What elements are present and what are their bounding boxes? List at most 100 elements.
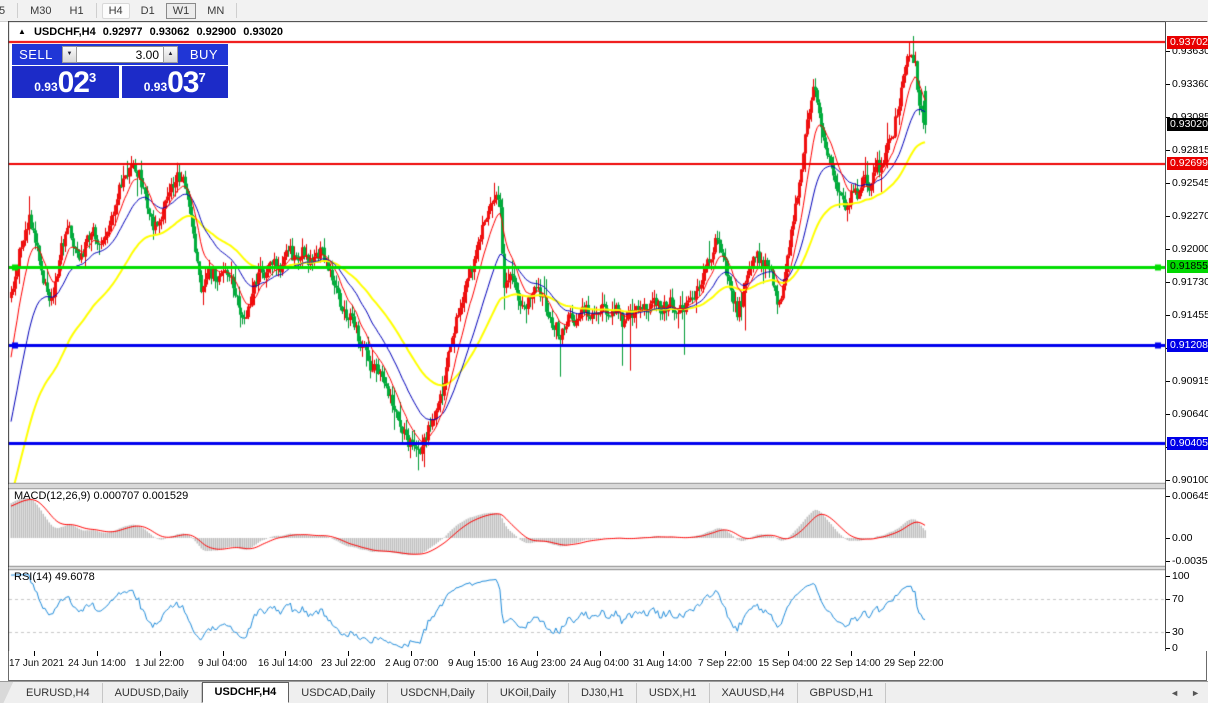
price-tick-label: 0.91730 xyxy=(1172,276,1208,288)
sell-price-prefix: 0.93 xyxy=(34,80,58,94)
time-tick-mark xyxy=(34,651,35,656)
time-tick-mark xyxy=(160,651,161,656)
macd-label: MACD(12,26,9) 0.000707 0.001529 xyxy=(14,490,189,502)
rsi-tick-label: 70 xyxy=(1172,593,1184,605)
time-tick-label: 16 Aug 23:00 xyxy=(507,658,566,669)
price-tick-label: 0.93360 xyxy=(1172,78,1208,90)
time-tick-mark xyxy=(788,651,789,656)
price-tick-label: 0.90915 xyxy=(1172,375,1208,387)
time-tick-label: 9 Jul 04:00 xyxy=(198,658,247,669)
sell-price[interactable]: 0.93 02 3 xyxy=(12,66,119,98)
chart-tab-usdcad-daily[interactable]: USDCAD,Daily xyxy=(289,682,389,703)
time-tick-mark xyxy=(600,651,601,656)
time-tick-mark xyxy=(411,651,412,656)
volume-input[interactable] xyxy=(77,46,163,63)
splitter-main-macd[interactable] xyxy=(9,483,1207,489)
time-tick-mark xyxy=(663,651,664,656)
period-button-m30[interactable]: M30 xyxy=(30,4,52,17)
rsi-tick-mark xyxy=(1166,576,1170,577)
period-button-mn[interactable]: MN xyxy=(207,4,225,17)
price-level-badge: 0.90405 xyxy=(1167,437,1208,450)
price-tick-mark xyxy=(1166,315,1170,316)
time-tick-label: 2 Aug 07:00 xyxy=(385,658,439,669)
buy-price-prefix: 0.93 xyxy=(143,80,168,94)
macd-tick-label: 0.006451 xyxy=(1172,490,1208,502)
buy-price[interactable]: 0.93 03 7 xyxy=(121,66,228,98)
ohlc-open: 0.92977 xyxy=(102,26,143,38)
price-tick-mark xyxy=(1166,381,1170,382)
period-button-h1[interactable]: H1 xyxy=(69,4,84,17)
time-axis[interactable]: 17 Jun 2021 24 Jun 14:00 1 Jul 22:00 9 Jul … xyxy=(9,651,1165,680)
macd-tick-label: 0.00 xyxy=(1172,532,1193,544)
price-tick-label: 0.92815 xyxy=(1172,144,1208,156)
time-tick-mark xyxy=(223,651,224,656)
time-tick-label: 23 Jul 22:00 xyxy=(321,658,376,669)
rsi-tick-mark xyxy=(1166,648,1170,649)
volume-increase-button[interactable]: ▲ xyxy=(163,46,178,63)
chart-tab-bar: EURUSD,H4 AUDUSD,Daily USDCHF,H4 USDCAD,Dai… xyxy=(0,681,1208,703)
time-tick-label: 9 Aug 15:00 xyxy=(448,658,502,669)
time-tick-mark xyxy=(851,651,852,656)
macd-tick-mark xyxy=(1166,496,1170,497)
price-level-badge: 0.93020 xyxy=(1167,118,1208,131)
chart-tab-usdx-h1[interactable]: USDX,H1 xyxy=(637,682,710,703)
ohlc-high: 0.93062 xyxy=(149,26,190,38)
time-tick-label: 17 Jun 2021 xyxy=(9,658,65,669)
period-button-d1[interactable]: D1 xyxy=(140,4,155,17)
time-tick-label: 7 Sep 22:00 xyxy=(698,658,752,669)
buy-price-sup: 7 xyxy=(198,70,206,85)
price-tick-mark xyxy=(1166,216,1170,217)
toolbar-separator xyxy=(95,3,97,18)
time-tick-label: 15 Sep 04:00 xyxy=(758,658,818,669)
price-tick-label: 0.90100 xyxy=(1172,474,1208,486)
chart-tab-usdchf-h4[interactable]: USDCHF,H4 xyxy=(201,682,290,703)
chart-tab-usdcnh-daily[interactable]: USDCNH,Daily xyxy=(388,682,488,703)
chart-tab-eurusd-h4[interactable]: EURUSD,H4 xyxy=(14,682,103,703)
chart-tab-dj30-h1[interactable]: DJ30,H1 xyxy=(569,682,637,703)
sell-price-sup: 3 xyxy=(89,70,97,85)
rsi-tick-mark xyxy=(1166,599,1170,600)
chart-tab-gbpusd-h1[interactable]: GBPUSD,H1 xyxy=(798,682,887,703)
macd-tick-label: -0.003507 xyxy=(1172,555,1208,567)
toolbar-separator xyxy=(17,3,19,18)
chart-tab-ukoil-daily[interactable]: UKOil,Daily xyxy=(488,682,570,703)
rsi-tick-label: 30 xyxy=(1172,626,1184,638)
rsi-tick-mark xyxy=(1166,632,1170,633)
time-tick-mark xyxy=(725,651,726,656)
splitter-macd-rsi[interactable] xyxy=(9,566,1207,570)
price-level-badge: 0.91855 xyxy=(1167,260,1208,273)
trade-panel-top-row: SELL ▼ ▲ BUY xyxy=(12,44,228,65)
price-tick-mark xyxy=(1166,51,1170,52)
price-tick-label: 0.92270 xyxy=(1172,210,1208,222)
tab-scroll-left-icon[interactable]: ◄ xyxy=(1170,687,1180,698)
period-button-5[interactable]: 5 xyxy=(0,3,12,19)
macd-tick-mark xyxy=(1166,538,1170,539)
period-button-w1[interactable]: W1 xyxy=(165,2,197,19)
price-tick-label: 0.91455 xyxy=(1172,309,1208,321)
time-tick-mark xyxy=(97,651,98,656)
time-tick-mark xyxy=(285,651,286,656)
price-tick-mark xyxy=(1166,414,1170,415)
time-tick-label: 24 Aug 04:00 xyxy=(570,658,629,669)
macd-tick-mark xyxy=(1166,561,1170,562)
buy-button[interactable]: BUY xyxy=(189,47,219,62)
price-tick-mark xyxy=(1166,183,1170,184)
price-level-badge: 0.93702 xyxy=(1167,36,1208,49)
rsi-label: RSI(14) 49.6078 xyxy=(14,571,95,583)
chart-tab-audusd-daily[interactable]: AUDUSD,Daily xyxy=(103,682,202,703)
collapse-trade-panel-icon[interactable]: ▲ xyxy=(18,27,26,36)
volume-decrease-button[interactable]: ▼ xyxy=(62,46,77,63)
time-tick-label: 29 Sep 22:00 xyxy=(884,658,944,669)
time-tick-label: 16 Jul 14:00 xyxy=(258,658,313,669)
sell-button[interactable]: SELL xyxy=(19,47,53,62)
trade-panel-prices: 0.93 02 3 0.93 03 7 xyxy=(12,66,228,98)
chart-canvas[interactable] xyxy=(8,21,1165,651)
price-level-badge: 0.92699 xyxy=(1167,157,1208,170)
price-axis[interactable]: 0.93630 0.93360 0.93085 0.92815 0.92545 0.922… xyxy=(1165,22,1208,654)
price-tick-mark xyxy=(1166,150,1170,151)
price-tick-mark xyxy=(1166,84,1170,85)
period-button-h4[interactable]: H4 xyxy=(101,2,130,19)
chart-tab-xauusd-h4[interactable]: XAUUSD,H4 xyxy=(710,682,798,703)
tab-scroll-right-icon[interactable]: ► xyxy=(1191,687,1200,698)
